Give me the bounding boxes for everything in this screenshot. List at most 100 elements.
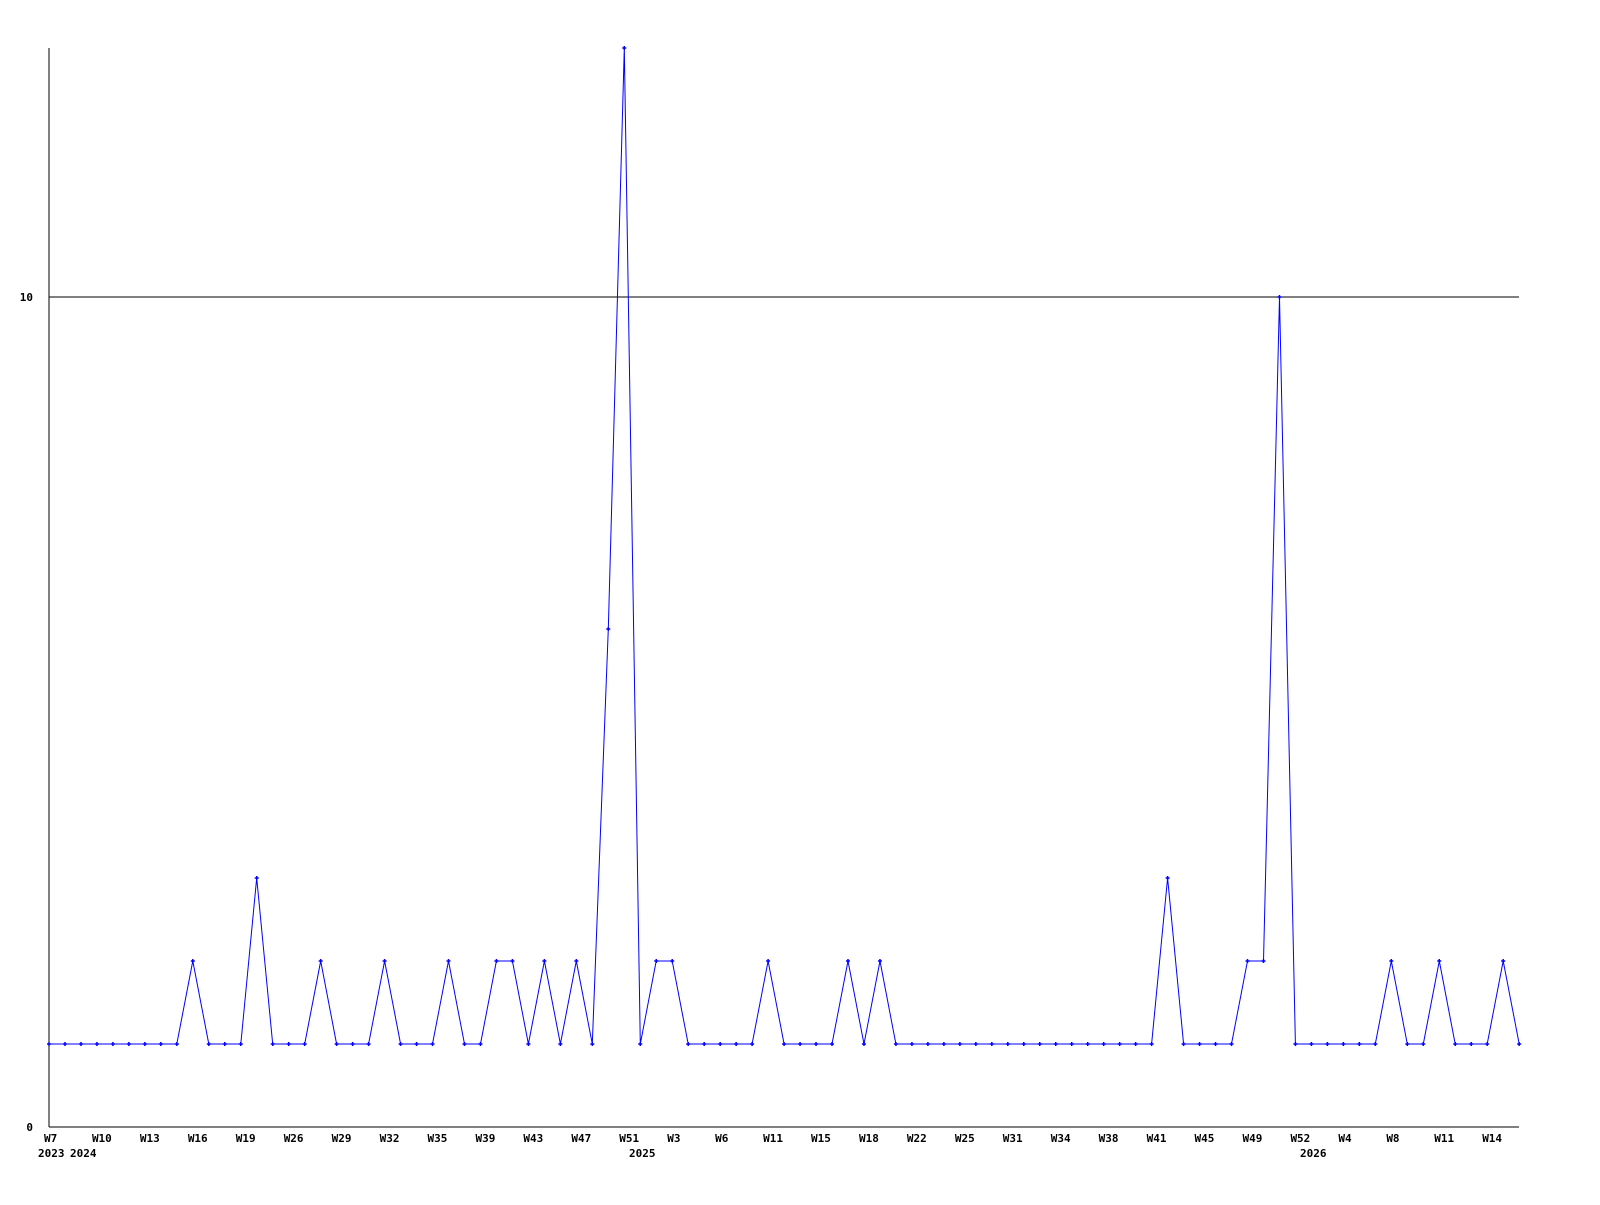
data-point xyxy=(542,959,547,963)
data-point xyxy=(1501,959,1506,963)
data-point xyxy=(334,1042,339,1046)
x-tick-label: W14 xyxy=(1482,1132,1502,1145)
data-point xyxy=(558,1042,563,1046)
data-point xyxy=(1005,1042,1010,1046)
year-label: 2026 xyxy=(1300,1147,1327,1160)
data-point xyxy=(174,1042,179,1046)
data-point xyxy=(861,1042,866,1046)
data-point xyxy=(1165,876,1170,880)
data-point xyxy=(1069,1042,1074,1046)
data-point xyxy=(1341,1042,1346,1046)
data-point xyxy=(782,1042,787,1046)
data-point xyxy=(1261,959,1266,963)
data-point xyxy=(1085,1042,1090,1046)
data-point xyxy=(798,1042,803,1046)
data-point xyxy=(478,1042,483,1046)
data-point xyxy=(925,1042,930,1046)
x-tick-label: W8 xyxy=(1386,1132,1399,1145)
data-point xyxy=(941,1042,946,1046)
data-point xyxy=(302,1042,307,1046)
data-point xyxy=(574,959,579,963)
data-point xyxy=(1133,1042,1138,1046)
year-label: 2024 xyxy=(70,1147,97,1160)
data-point xyxy=(1389,959,1394,963)
data-point xyxy=(47,1042,51,1046)
data-point xyxy=(1405,1042,1410,1046)
x-tick-label: W26 xyxy=(284,1132,304,1145)
x-tick-label: W52 xyxy=(1290,1132,1310,1145)
data-point xyxy=(1309,1042,1314,1046)
year-labels: 2023 2024 2025 2026 xyxy=(38,1147,1327,1160)
x-tick-label: W39 xyxy=(475,1132,495,1145)
data-point xyxy=(830,1042,835,1046)
data-point xyxy=(1421,1042,1426,1046)
data-point xyxy=(718,1042,723,1046)
data-point xyxy=(622,46,627,50)
x-tick-label: W38 xyxy=(1099,1132,1119,1145)
data-point xyxy=(270,1042,275,1046)
data-point xyxy=(909,1042,914,1046)
data-point xyxy=(1357,1042,1362,1046)
data-point xyxy=(877,959,882,963)
data-point xyxy=(670,959,675,963)
x-tick-label: W45 xyxy=(1195,1132,1215,1145)
x-tick-label: W16 xyxy=(188,1132,208,1145)
data-point xyxy=(158,1042,163,1046)
data-point xyxy=(206,1042,211,1046)
x-tick-label: W22 xyxy=(907,1132,927,1145)
data-point xyxy=(957,1042,962,1046)
data-point xyxy=(1373,1042,1378,1046)
data-point xyxy=(686,1042,691,1046)
x-tick-label: W11 xyxy=(1434,1132,1454,1145)
x-tick-label: W25 xyxy=(955,1132,975,1145)
data-point xyxy=(1117,1042,1122,1046)
x-tick-label: W13 xyxy=(140,1132,160,1145)
x-tick-labels: W7 W10 W13 W16 W19 W26 W29 W32 W35 W39 W43 W47 W51 W3… xyxy=(44,1132,1502,1145)
data-point xyxy=(1453,1042,1458,1046)
data-point xyxy=(62,1042,67,1046)
data-point xyxy=(1437,959,1442,963)
data-point xyxy=(222,1042,227,1046)
data-point xyxy=(526,1042,531,1046)
x-tick-label: W51 xyxy=(619,1132,639,1145)
data-point xyxy=(366,1042,371,1046)
series-line xyxy=(47,46,1522,1046)
data-point xyxy=(766,959,771,963)
data-point xyxy=(94,1042,99,1046)
y-tick-label: 0 xyxy=(26,1121,33,1134)
data-point xyxy=(126,1042,131,1046)
data-point xyxy=(1021,1042,1026,1046)
x-tick-label: W7 xyxy=(44,1132,57,1145)
data-point xyxy=(590,1042,595,1046)
x-tick-label: W19 xyxy=(236,1132,256,1145)
data-point xyxy=(893,1042,898,1046)
data-point xyxy=(398,1042,403,1046)
data-point xyxy=(1277,295,1282,299)
x-tick-label: W31 xyxy=(1003,1132,1023,1145)
data-point xyxy=(1053,1042,1058,1046)
year-label: 2023 xyxy=(38,1147,65,1160)
y-tick-labels: 0 10 xyxy=(20,291,33,1134)
data-point xyxy=(142,1042,147,1046)
x-tick-label: W43 xyxy=(523,1132,543,1145)
data-point xyxy=(446,959,451,963)
data-point xyxy=(1181,1042,1186,1046)
data-point xyxy=(1149,1042,1154,1046)
x-tick-label: W3 xyxy=(667,1132,680,1145)
data-point xyxy=(702,1042,707,1046)
data-point xyxy=(1469,1042,1474,1046)
x-tick-label: W15 xyxy=(811,1132,831,1145)
data-point xyxy=(814,1042,819,1046)
data-point xyxy=(1101,1042,1106,1046)
data-point xyxy=(1485,1042,1490,1046)
data-point xyxy=(350,1042,355,1046)
data-point xyxy=(846,959,850,963)
data-point xyxy=(110,1042,115,1046)
data-point xyxy=(190,959,195,963)
data-point xyxy=(1325,1042,1330,1046)
x-tick-label: W34 xyxy=(1051,1132,1071,1145)
data-point xyxy=(510,959,515,963)
x-tick-label: W35 xyxy=(428,1132,448,1145)
x-tick-label: W32 xyxy=(380,1132,400,1145)
